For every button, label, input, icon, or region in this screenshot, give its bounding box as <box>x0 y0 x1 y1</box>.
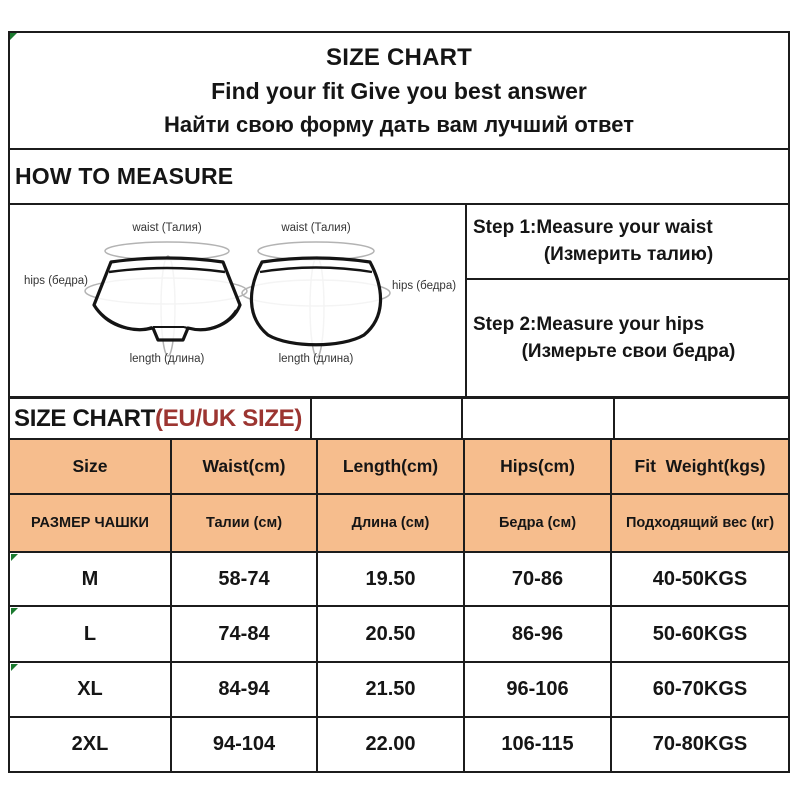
header-hips: Hips(cm) <box>465 440 612 493</box>
page-title: SIZE CHART <box>326 43 472 71</box>
left-waist-label: waist (Талия) <box>131 222 201 234</box>
left-leg-hem-right <box>183 309 237 331</box>
cell-weight: 70-80KGS <box>652 733 748 755</box>
cell-size: XL <box>10 663 172 716</box>
cell-size: L <box>10 607 172 661</box>
table-row: L 74-84 20.50 86-96 50-60KGS <box>10 607 788 663</box>
title-subtitle-ru: Найти свою форму дать вам лучший ответ <box>163 111 635 137</box>
header-ru-hips: Бедра (см) <box>465 495 612 551</box>
right-hips-label: hips (бедра) <box>392 280 456 292</box>
size-chart-subheading-suffix: (EU/UK SIZE) <box>155 404 303 432</box>
empty-cell <box>463 399 615 438</box>
cell-weight: 50-60KGS <box>652 622 748 645</box>
step-2-text-ru: (Измерьте свои бедра) <box>521 340 736 362</box>
header-ru-length: Длина (см) <box>318 495 465 551</box>
right-panty-outline <box>249 256 383 347</box>
left-leg-hem-left <box>97 310 153 331</box>
measure-section: waist (Талия) waist (Талия) hips (бедра)… <box>10 205 788 399</box>
left-waistband-line <box>108 266 226 274</box>
cell-weight: 40-50KGS <box>652 567 748 590</box>
cell-length: 19.50 <box>318 553 465 605</box>
excel-error-marker <box>11 554 18 561</box>
header-ru-weight: Подходящий вес (кг) <box>625 515 775 531</box>
size-chart-subheading-main: SIZE CHART <box>14 404 156 432</box>
excel-error-marker <box>10 33 17 40</box>
left-length-label: length (длина) <box>130 353 205 365</box>
measure-diagram-cell: waist (Талия) waist (Талия) hips (бедра)… <box>10 205 467 396</box>
step-2: Step 2:Measure your hips (Измерьте свои … <box>467 280 788 396</box>
right-waistband-line <box>259 266 373 274</box>
cell-hips: 70-86 <box>465 553 612 605</box>
header-ru-size: РАЗМЕР ЧАШКИ <box>10 495 172 551</box>
header-weight: Fit Weight(kgs) <box>634 456 766 476</box>
cell-waist: 58-74 <box>172 553 318 605</box>
cell-hips: 106-115 <box>465 718 612 771</box>
excel-error-marker <box>11 664 18 671</box>
cell-waist: 94-104 <box>172 718 318 771</box>
cell-length: 20.50 <box>318 607 465 661</box>
step-1-text-ru: (Измерить талию) <box>543 244 714 265</box>
cell-hips: 96-106 <box>465 663 612 716</box>
step-1-text-en: Step 1:Measure your waist <box>473 217 713 238</box>
cell-waist: 74-84 <box>172 607 318 661</box>
cell-length: 22.00 <box>318 718 465 771</box>
size-chart-sheet: SIZE CHART Find your fit Give you best a… <box>8 31 790 773</box>
title-subtitle-en: Find your fit Give you best answer <box>211 78 587 104</box>
cell-waist: 84-94 <box>172 663 318 716</box>
empty-cell <box>615 399 788 438</box>
table-row: XL 84-94 21.50 96-106 60-70KGS <box>10 663 788 718</box>
header-ru-waist: Талии (см) <box>172 495 318 551</box>
title-block: SIZE CHART Find your fit Give you best a… <box>10 33 788 150</box>
step-1: Step 1:Measure your waist (Измерить тали… <box>467 205 788 280</box>
cell-hips: 86-96 <box>465 607 612 661</box>
empty-cell <box>312 399 463 438</box>
table-header-en: Size Waist(cm) Length(cm) Hips(cm) Fit W… <box>10 440 788 495</box>
cell-length: 21.50 <box>318 663 465 716</box>
cell-size: M <box>10 553 172 605</box>
how-to-measure-heading: HOW TO MEASURE <box>10 150 788 205</box>
table-row: 2XL 94-104 22.00 106-115 70-80KGS <box>10 718 788 771</box>
table-header-ru: РАЗМЕР ЧАШКИ Талии (см) Длина (см) Бедра… <box>10 495 788 553</box>
header-waist: Waist(cm) <box>172 440 318 493</box>
cell-size: 2XL <box>10 718 172 771</box>
header-size: Size <box>10 440 172 493</box>
cell-weight: 60-70KGS <box>652 678 748 700</box>
table-row: M 58-74 19.50 70-86 40-50KGS <box>10 553 788 607</box>
left-hips-label: hips (бедра) <box>24 275 88 287</box>
measure-steps: Step 1:Measure your waist (Измерить тали… <box>467 205 788 396</box>
excel-error-marker <box>11 608 18 615</box>
size-chart-subheading: SIZE CHART (EU/UK SIZE) <box>10 399 312 438</box>
step-2-text-en: Step 2:Measure your hips <box>473 313 705 335</box>
right-waist-label: waist (Талия) <box>280 222 350 234</box>
header-length: Length(cm) <box>318 440 465 493</box>
panties-measurement-diagram: waist (Талия) waist (Талия) hips (бедра)… <box>24 222 456 365</box>
size-chart-subheading-row: SIZE CHART (EU/UK SIZE) <box>10 399 788 440</box>
right-length-label: length (длина) <box>279 353 354 365</box>
